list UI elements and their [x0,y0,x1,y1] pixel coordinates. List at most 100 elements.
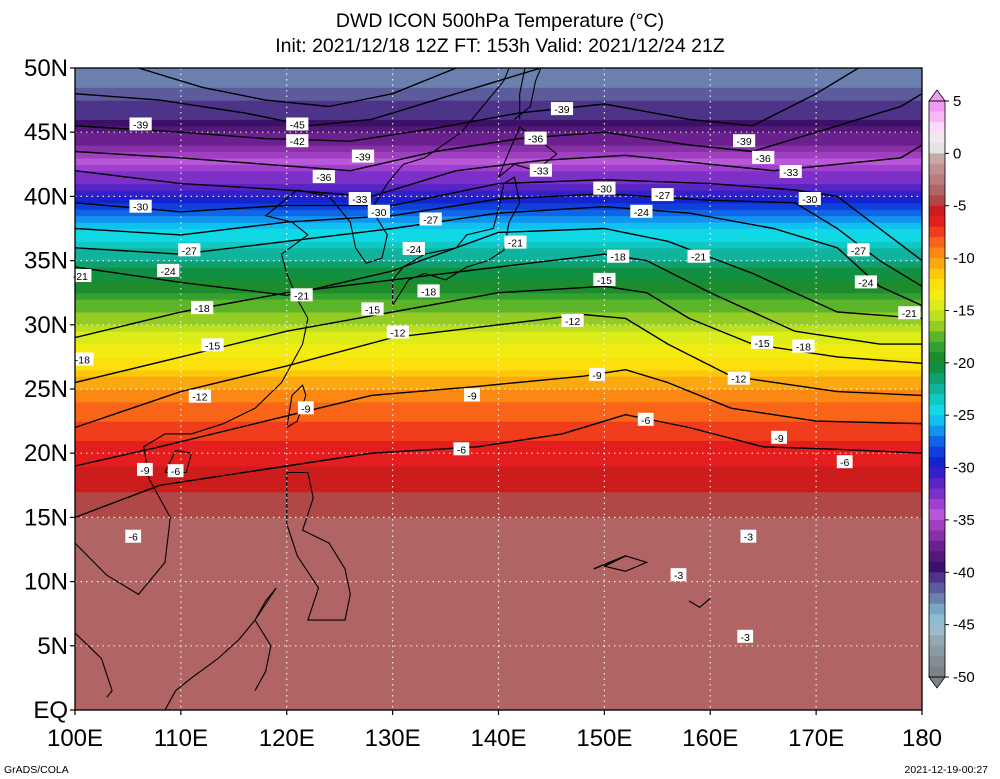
colorbar-swatch [929,132,945,144]
colorbar-swatch [929,499,945,510]
field-band [75,106,922,114]
field-band [75,645,922,653]
field-band [75,247,922,255]
field-band [75,145,922,152]
contour-label: -27 [851,245,866,257]
contour-label: -24 [406,244,421,256]
contour-label-bg [504,235,527,249]
field-band [75,677,922,685]
x-tick-label: 130E [365,725,421,752]
field-band [75,568,922,576]
colorbar-swatch [929,561,945,573]
contour-label: -9 [140,465,149,477]
field-band [75,190,922,197]
y-tick-label: 5N [37,633,68,660]
contour-label-bg [312,170,335,184]
contour-label: -39 [355,152,370,164]
colorbar-tick-label: -40 [953,564,975,581]
contour-label: -12 [731,374,746,386]
field-band [75,183,922,191]
colorbar-tick-label: -5 [953,198,966,215]
contour-label-bg [419,212,442,226]
contour-label-bg [351,149,375,163]
contour-label-bg [125,529,142,543]
field-band [75,498,922,506]
field-band [75,613,922,621]
colorbar-swatch [929,331,945,343]
x-tick-label: 100E [47,725,103,752]
colorbar-swatch [929,509,945,521]
field-band [75,119,922,127]
coastline [497,126,558,178]
y-tick-label: 15N [24,504,68,531]
contour-label-bg [798,192,821,205]
contour-label: -9 [774,433,783,445]
contour-line [74,227,923,320]
contour-label: -3 [741,632,750,644]
contour-label: -42 [290,136,305,148]
colorbar-tick-label: -30 [953,460,975,477]
contour-label-bg [290,288,313,302]
field-band [75,555,922,563]
field-band [75,639,922,647]
x-tick-label: 110E [154,725,208,752]
colorbar-border [928,100,946,678]
contour-label: -30 [371,207,386,219]
contour-label: -27 [182,245,197,257]
contour-label: -30 [133,202,148,214]
contour-label: -12 [390,328,405,340]
contour-label-bg [286,117,309,131]
contour-line [138,67,457,108]
colorbar-swatch [929,320,945,332]
field-band [75,74,922,82]
colorbar-swatch [929,540,945,552]
field-band [75,363,922,371]
field-band [75,93,922,101]
colorbar-tick-label: 0 [953,145,961,162]
field-band [75,344,922,352]
field-band [75,151,922,159]
contour-label-bg [740,529,757,543]
contour-label-bg [550,102,574,116]
field-band [75,68,922,75]
contour-label: -36 [528,134,543,146]
contour-label-bg [201,338,224,352]
contour-label: -30 [802,194,817,206]
colorbar-swatch [929,415,945,427]
contour-label: -33 [783,167,798,179]
field-band [75,594,922,602]
contour-line [74,144,923,198]
colorbar-swatch [929,656,945,668]
field-band [75,690,922,698]
contour-label-bg [752,150,775,164]
field-band [75,157,922,165]
field-band [75,408,922,416]
contour-label-bg [779,165,802,178]
field-band [75,260,922,268]
field-band [75,633,922,640]
field-band [75,530,922,538]
contour-label-bg [188,389,211,403]
x-tick-label: 120E [259,725,315,752]
contour-label: -33 [533,166,548,178]
colorbar-swatch [929,551,945,563]
contour-label: -6 [840,457,849,469]
colorbar-swatch [929,142,945,154]
contour-label-bg [751,335,774,349]
y-tick-label: 40N [24,183,68,210]
contour-line [74,253,922,345]
contour-line [74,67,542,127]
colorbar-swatch [929,226,945,238]
colorbar-swatch [929,457,945,469]
chart-title: DWD ICON 500hPa Temperature (°C) [335,10,665,32]
contour-label: -15 [755,338,770,350]
contour-label-bg [836,455,853,469]
coastline [286,384,307,428]
coastline [688,597,711,608]
contour-label: -9 [467,390,476,402]
contour-label-bg [524,131,547,145]
colorbar-swatch [929,352,945,364]
coastline [254,587,277,621]
coastline [519,67,526,120]
